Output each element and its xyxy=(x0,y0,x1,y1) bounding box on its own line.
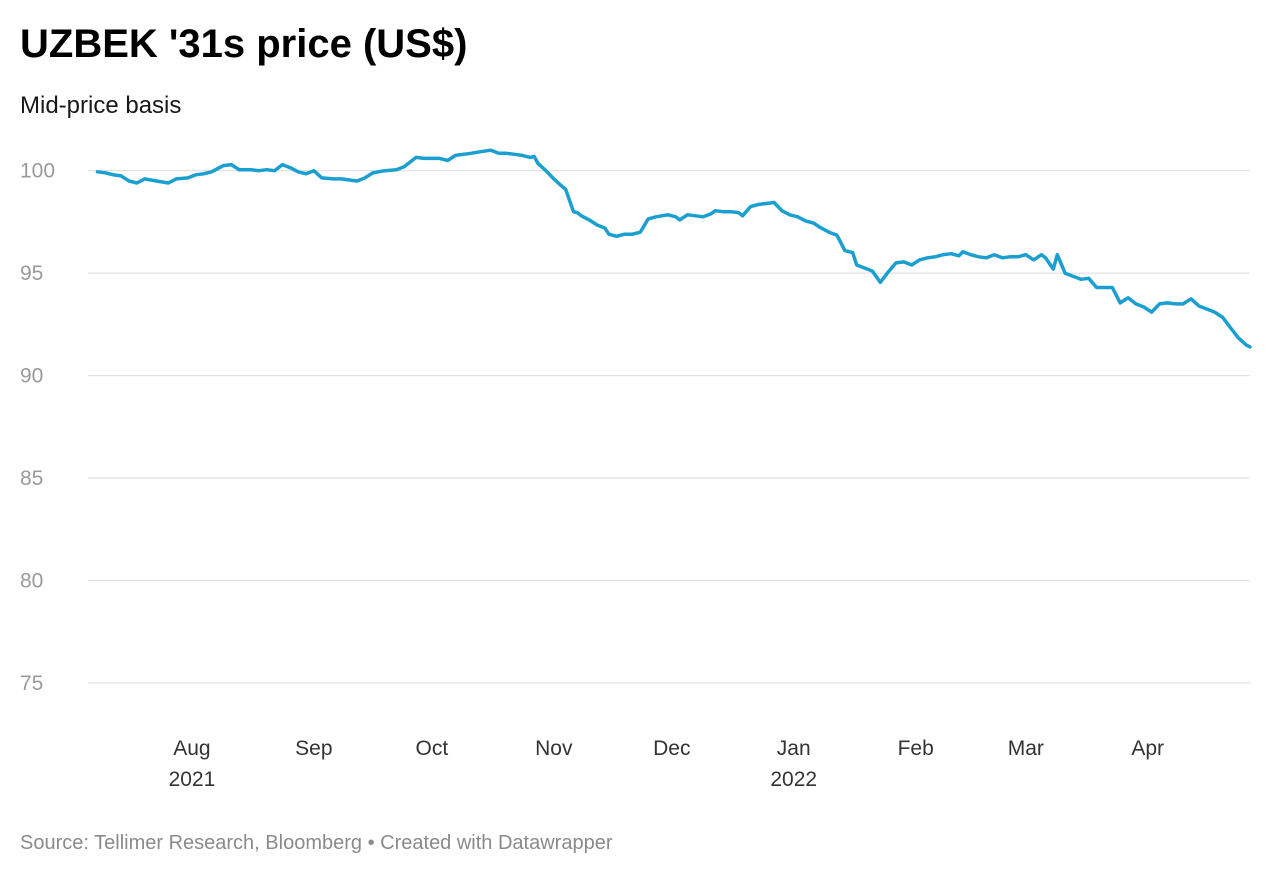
chart-footer: Source: Tellimer Research, Bloomberg • C… xyxy=(20,832,613,855)
source-note: Source: Tellimer Research, Bloomberg xyxy=(20,832,363,854)
chart-title: UZBEK '31s price (US$) xyxy=(20,22,468,66)
x-tick-label: Apr xyxy=(1131,737,1164,760)
chart-subtitle: Mid-price basis xyxy=(20,92,182,119)
x-tick-label: Dec xyxy=(653,737,690,760)
x-tick-year-label: 2021 xyxy=(169,768,216,791)
x-tick-label: Nov xyxy=(535,737,573,760)
x-tick-label: Sep xyxy=(295,737,332,760)
datawrapper-credit: Created with Datawrapper xyxy=(380,832,613,854)
y-tick-label: 85 xyxy=(20,467,43,490)
x-tick-label: Jan xyxy=(777,737,811,760)
price-series-line xyxy=(95,148,1252,349)
x-tick-label: Feb xyxy=(898,737,934,760)
x-tick-label: Oct xyxy=(416,737,449,760)
y-tick-label: 90 xyxy=(20,365,43,388)
y-tick-label: 95 xyxy=(20,262,43,285)
y-tick-label: 80 xyxy=(20,569,43,592)
x-tick-label: Aug xyxy=(173,737,210,760)
footer-separator: • xyxy=(367,832,375,854)
y-tick-label: 100 xyxy=(20,160,55,183)
x-tick-year-label: 2022 xyxy=(770,768,817,791)
y-tick-label: 75 xyxy=(20,672,43,695)
x-tick-label: Mar xyxy=(1008,737,1044,760)
